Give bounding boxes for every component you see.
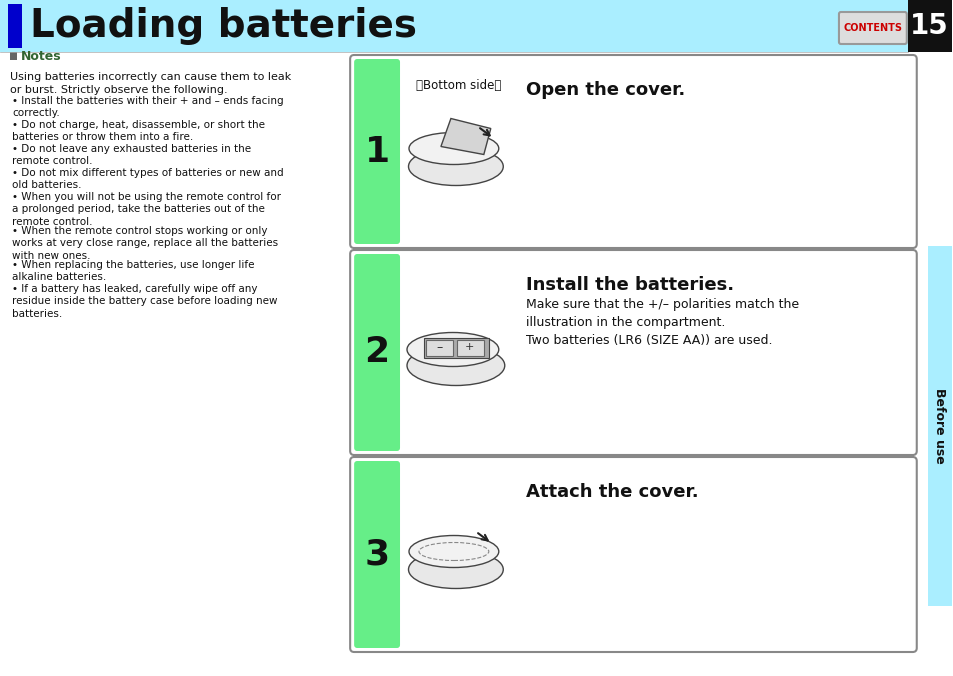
Ellipse shape [407,345,504,385]
Text: Attach the cover.: Attach the cover. [525,483,698,501]
Text: 15: 15 [909,12,948,40]
Text: • Do not charge, heat, disassemble, or short the
batteries or throw them into a : • Do not charge, heat, disassemble, or s… [12,120,265,143]
Bar [907,0,951,52]
Text: • Install the batteries with their + and – ends facing
correctly.: • Install the batteries with their + and… [12,96,283,118]
FancyBboxPatch shape [838,12,906,44]
Text: • Do not leave any exhausted batteries in the
remote control.: • Do not leave any exhausted batteries i… [12,144,251,166]
Text: Using batteries incorrectly can cause them to leak
or burst. Strictly observe th: Using batteries incorrectly can cause th… [10,72,291,95]
Text: 2: 2 [364,335,389,370]
Text: Before use: Before use [932,388,945,464]
Text: Loading batteries: Loading batteries [30,7,416,45]
Text: CONTENTS: CONTENTS [842,23,902,33]
FancyBboxPatch shape [354,461,399,648]
Text: • When you will not be using the remote control for
a prolonged period, take the: • When you will not be using the remote … [12,192,281,227]
Bar [456,339,483,356]
Ellipse shape [407,333,498,366]
Text: 3: 3 [364,537,389,571]
Bar [926,246,951,606]
Bar [425,339,453,356]
FancyBboxPatch shape [350,55,916,248]
Text: +: + [465,343,474,352]
Bar [423,337,488,358]
Text: • When the remote control stops working or only
works at very close range, repla: • When the remote control stops working … [12,226,278,261]
Ellipse shape [408,147,503,185]
Text: • When replacing the batteries, use longer life
alkaline batteries.: • When replacing the batteries, use long… [12,260,254,283]
FancyBboxPatch shape [350,457,916,652]
Ellipse shape [409,132,498,164]
Text: Make sure that the +/– polarities match the
illustration in the compartment.
Two: Make sure that the +/– polarities match … [525,298,798,347]
Text: • Do not mix different types of batteries or new and
old batteries.: • Do not mix different types of batterie… [12,168,283,191]
Text: 》Bottom side〉: 》Bottom side〉 [416,79,501,92]
Bar [10,52,17,60]
FancyBboxPatch shape [354,59,399,244]
Text: • If a battery has leaked, carefully wipe off any
residue inside the battery cas: • If a battery has leaked, carefully wip… [12,284,277,319]
Ellipse shape [408,550,503,589]
Text: 1: 1 [364,135,389,168]
Text: –: – [436,341,442,354]
FancyBboxPatch shape [350,250,916,455]
Polygon shape [440,118,490,155]
Text: Open the cover.: Open the cover. [525,81,684,99]
Ellipse shape [409,535,498,567]
Text: Install the batteries.: Install the batteries. [525,276,733,294]
FancyBboxPatch shape [354,254,399,451]
Bar [8,4,22,48]
Text: Notes: Notes [21,49,62,62]
Bar [0,0,951,52]
